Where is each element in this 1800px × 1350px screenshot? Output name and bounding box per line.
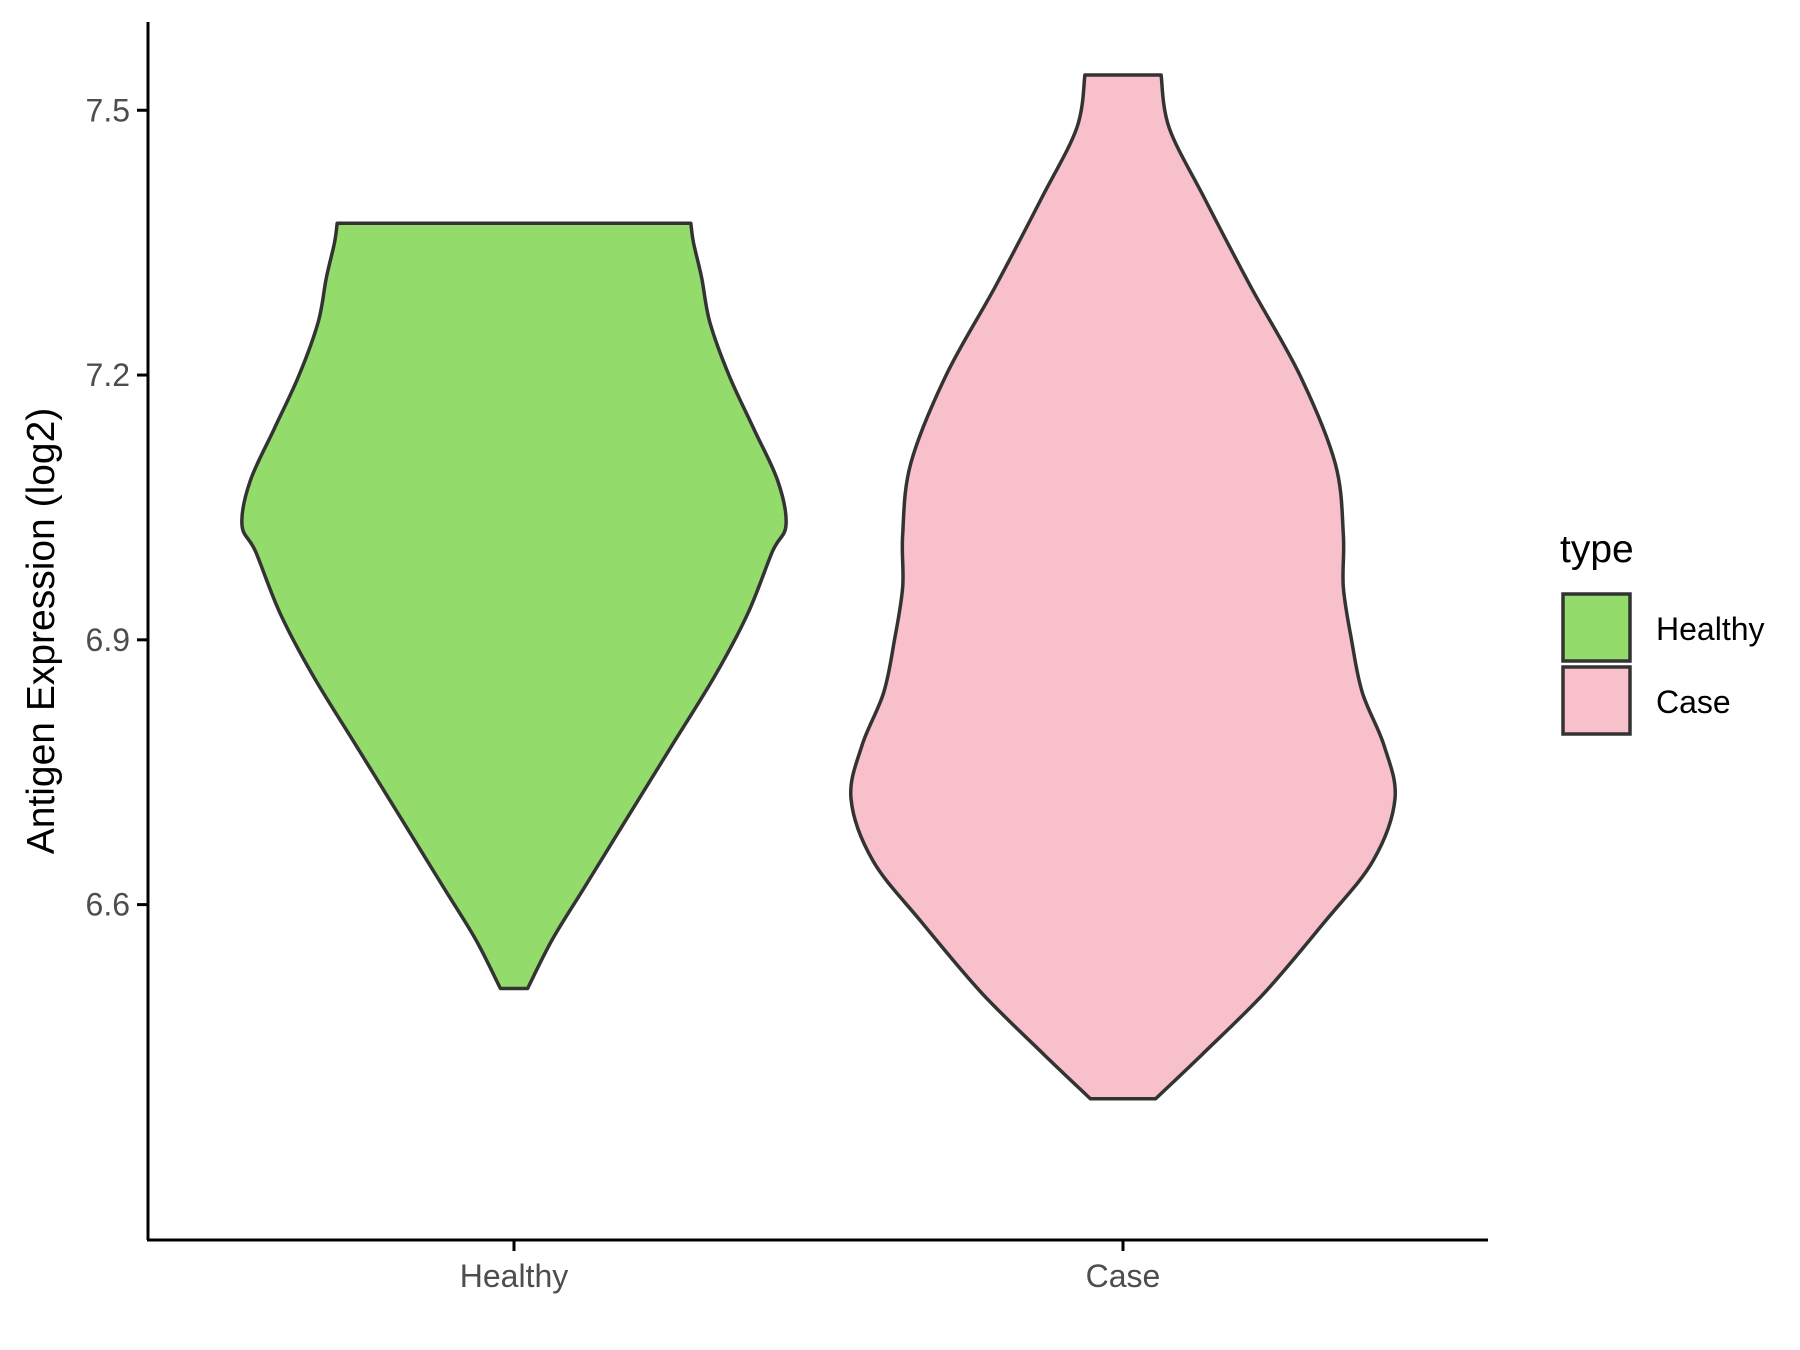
violin-healthy xyxy=(240,221,788,991)
legend-swatch-case xyxy=(1561,665,1632,736)
x-tick-label: Case xyxy=(1086,1258,1161,1294)
y-tick-label: 6.9 xyxy=(86,622,130,658)
y-axis-ticks: 6.6 6.9 7.2 7.5 xyxy=(86,92,148,923)
legend-label-healthy: Healthy xyxy=(1656,611,1765,647)
x-axis-ticks: Healthy Case xyxy=(460,1240,1161,1294)
legend-label-case: Case xyxy=(1656,684,1731,720)
x-tick-label: Healthy xyxy=(460,1258,569,1294)
violin-case xyxy=(848,73,1398,1101)
y-tick-label: 7.5 xyxy=(86,92,130,128)
y-tick-label: 6.6 xyxy=(86,887,130,923)
legend-swatch-healthy xyxy=(1561,592,1632,663)
y-axis-title: Antigen Expression (log2) xyxy=(20,408,63,855)
legend-title: type xyxy=(1560,528,1634,571)
axes: 6.6 6.9 7.2 7.5 Healthy Case xyxy=(86,22,1488,1294)
legend-items: Healthy Case xyxy=(1561,592,1765,736)
legend: type Healthy Case xyxy=(1560,528,1765,736)
y-tick-label: 7.2 xyxy=(86,357,130,393)
violin-layer xyxy=(240,73,1398,1101)
